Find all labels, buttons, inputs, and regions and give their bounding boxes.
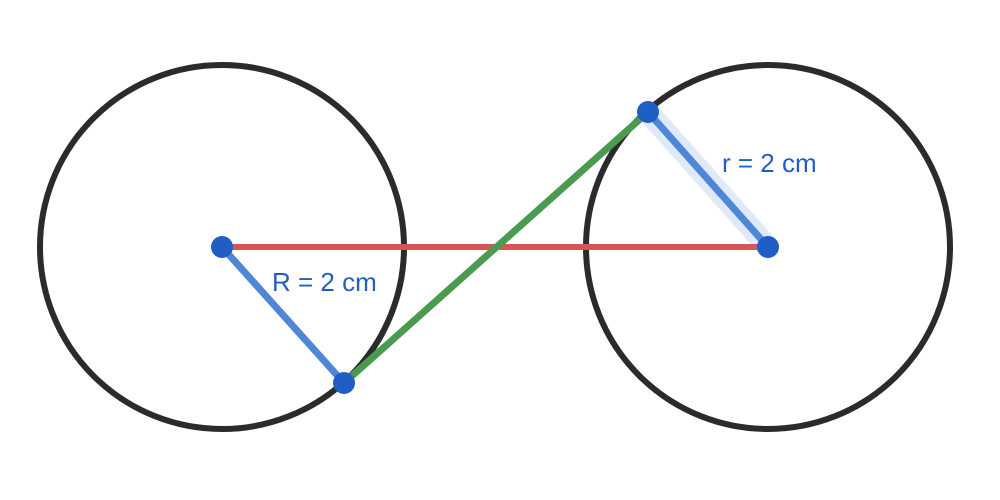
right-tangent-point — [637, 101, 659, 123]
left-radius-label: R = 2 cm — [272, 267, 377, 297]
tangent-segment — [340, 108, 652, 387]
left-radius — [218, 243, 348, 387]
left-tangent-point — [333, 372, 355, 394]
right-center-point — [757, 236, 779, 258]
left-center-point — [211, 236, 233, 258]
right-radius — [644, 108, 772, 251]
right-radius-label: r = 2 cm — [722, 148, 817, 178]
